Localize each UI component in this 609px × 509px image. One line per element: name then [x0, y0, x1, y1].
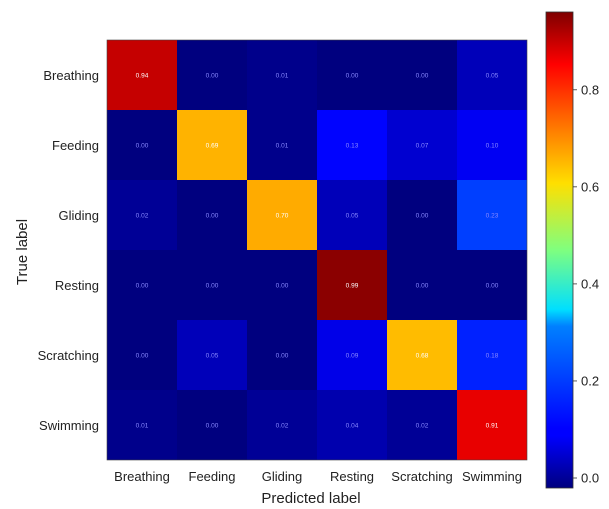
cell-value-label: 0.05: [206, 353, 219, 360]
cell-value-label: 0.00: [206, 283, 219, 290]
x-tick-label: Feeding: [189, 469, 236, 484]
heatmap-cell: [177, 40, 247, 110]
heatmap-cell: [387, 390, 457, 460]
heatmap-cell: [107, 390, 177, 460]
heatmap-cell: [457, 180, 527, 250]
cell-value-label: 0.00: [486, 283, 499, 290]
x-tick-label: Scratching: [391, 469, 452, 484]
cell-value-label: 0.02: [136, 213, 149, 220]
y-tick-label: Gliding: [59, 208, 99, 223]
heatmap-cell: [387, 180, 457, 250]
heatmap-cell: [317, 110, 387, 180]
heatmap-cell: [107, 180, 177, 250]
y-tick-label: Scratching: [38, 348, 99, 363]
heatmap-cell: [177, 250, 247, 320]
cell-value-label: 0.23: [486, 213, 499, 220]
cell-value-label: 0.07: [416, 143, 429, 150]
cell-value-label: 0.00: [206, 73, 219, 80]
cell-value-labels: 0.94 0.00 0.01 0.00 0.00 0.05 0.00 0.69 0.01 0.13…: [136, 73, 499, 430]
colorbar-tick-label: 0.2: [581, 373, 599, 388]
cell-value-label: 0.02: [276, 423, 289, 430]
heatmap-cell: [107, 250, 177, 320]
cell-value-label: 0.70: [276, 213, 289, 220]
colorbar-tick-label: 0.4: [581, 276, 599, 291]
colorbar-tick-label: 0.6: [581, 179, 599, 194]
cell-value-label: 0.01: [276, 143, 289, 150]
y-tick-label: Feeding: [52, 138, 99, 153]
colorbar-tick-labels: 0.0 0.2 0.4 0.6 0.8: [573, 82, 599, 486]
cell-value-label: 0.00: [276, 353, 289, 360]
y-tick-label: Resting: [55, 278, 99, 293]
heatmap-cell: [247, 40, 317, 110]
heatmap-cell: [247, 250, 317, 320]
heatmap-cell: [317, 390, 387, 460]
cell-value-label: 0.00: [206, 423, 219, 430]
cell-value-label: 0.04: [346, 423, 359, 430]
heatmap-cell: [177, 180, 247, 250]
colorbar: [545, 11, 574, 489]
cell-value-label: 0.00: [136, 353, 149, 360]
cell-value-label: 0.99: [346, 283, 359, 290]
y-axis-tick-labels: Breathing Feeding Gliding Resting Scratching…: [38, 68, 99, 433]
x-tick-label: Swimming: [462, 469, 522, 484]
heatmap-cell: [317, 250, 387, 320]
cell-value-label: 0.00: [416, 213, 429, 220]
colorbar-tick-label: 0.8: [581, 82, 599, 97]
heatmap-cell: [247, 110, 317, 180]
cell-value-label: 0.13: [346, 143, 359, 150]
heatmap-cell: [457, 40, 527, 110]
cell-value-label: 0.00: [346, 73, 359, 80]
heatmap-cell: [317, 180, 387, 250]
heatmap-cell: [107, 320, 177, 390]
heatmap-cell: [247, 320, 317, 390]
heatmap-cell: [457, 390, 527, 460]
cell-value-label: 0.00: [206, 213, 219, 220]
heatmap-border: [106, 39, 528, 461]
heatmap-cell: [457, 110, 527, 180]
cell-value-label: 0.68: [416, 353, 429, 360]
cell-value-label: 0.18: [486, 353, 499, 360]
cell-value-label: 0.01: [136, 423, 149, 430]
cell-value-label: 0.00: [276, 283, 289, 290]
cell-value-label: 0.69: [206, 143, 219, 150]
y-axis-label: True label: [14, 219, 31, 285]
heatmap-cell: [387, 40, 457, 110]
x-axis-label: Predicted label: [261, 490, 360, 507]
x-tick-label: Resting: [330, 469, 374, 484]
heatmap-cell: [457, 250, 527, 320]
heatmap-cell: [387, 250, 457, 320]
colorbar-tick-label: 0.0: [581, 471, 599, 486]
x-tick-label: Breathing: [114, 469, 170, 484]
heatmap-cell: [387, 110, 457, 180]
heatmap-cell: [177, 390, 247, 460]
cell-value-label: 0.02: [416, 423, 429, 430]
cell-value-label: 0.05: [486, 73, 499, 80]
y-tick-label: Breathing: [43, 68, 99, 83]
x-axis-tick-labels: Breathing Feeding Gliding Resting Scratching…: [114, 469, 522, 484]
cell-value-label: 0.10: [486, 143, 499, 150]
cell-value-label: 0.01: [276, 73, 289, 80]
heatmap-cell: [247, 390, 317, 460]
cell-value-label: 0.00: [136, 143, 149, 150]
heatmap-grid: [106, 39, 528, 461]
heatmap-cell: [107, 40, 177, 110]
heatmap-cell: [177, 320, 247, 390]
cell-value-label: 0.91: [486, 423, 499, 430]
cell-value-label: 0.94: [136, 73, 149, 80]
heatmap-cell: [317, 320, 387, 390]
cell-value-label: 0.00: [416, 283, 429, 290]
cell-value-label: 0.09: [346, 353, 359, 360]
cell-value-label: 0.00: [136, 283, 149, 290]
y-tick-label: Swimming: [39, 418, 99, 433]
heatmap-cell: [317, 40, 387, 110]
heatmap-cell: [107, 110, 177, 180]
cell-value-label: 0.05: [346, 213, 359, 220]
heatmap-cell: [177, 110, 247, 180]
x-tick-label: Gliding: [262, 469, 302, 484]
heatmap-cell: [247, 180, 317, 250]
heatmap-cell: [387, 320, 457, 390]
heatmap-cell: [457, 320, 527, 390]
cell-value-label: 0.00: [416, 73, 429, 80]
